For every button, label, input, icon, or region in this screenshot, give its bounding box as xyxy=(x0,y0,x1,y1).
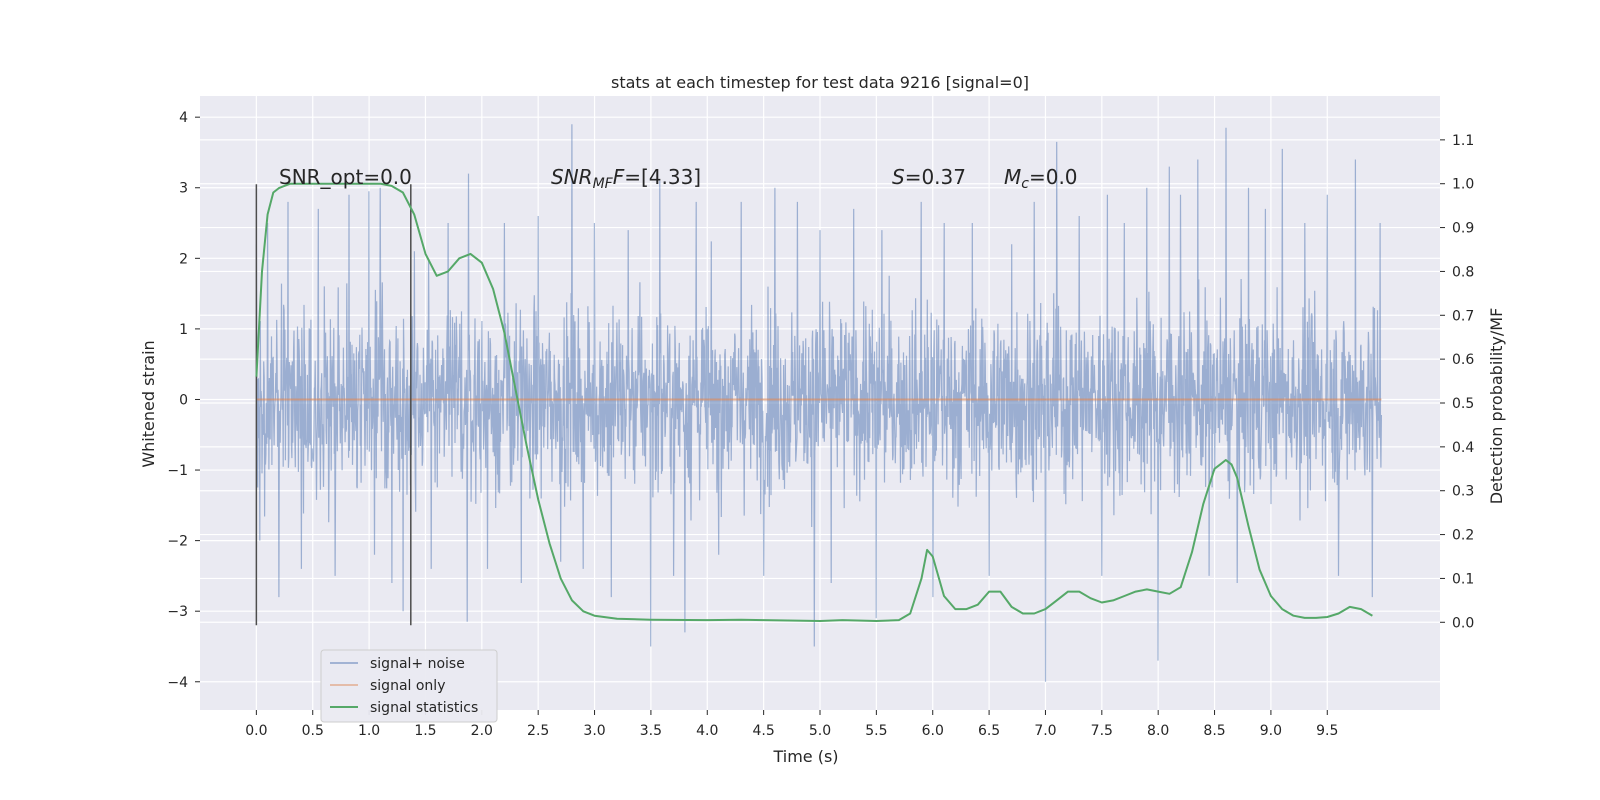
annotation-mc-main: M xyxy=(1004,165,1021,189)
y-tick-label-7: 3 xyxy=(179,181,188,197)
x-tick-label-19: 9.5 xyxy=(1316,723,1338,739)
series-signal-statistics xyxy=(255,182,1373,622)
y-tick-label-8: 4 xyxy=(179,110,188,126)
x-axis-label: Time (s) xyxy=(772,747,838,766)
x-tick-label-8: 4.0 xyxy=(696,723,718,739)
legend-label-signal: signal only xyxy=(370,678,445,694)
x-tick-label-3: 1.5 xyxy=(414,723,436,739)
x-tick-label-4: 2.0 xyxy=(471,723,493,739)
chart-title: stats at each timestep for test data 921… xyxy=(611,73,1029,92)
x-tick-label-5: 2.5 xyxy=(527,723,549,739)
y-right-tick-label-0: 0.0 xyxy=(1452,615,1474,631)
x-tick-label-15: 7.5 xyxy=(1091,723,1113,739)
x-tick-label-7: 3.5 xyxy=(640,723,662,739)
y-tick-label-6: 2 xyxy=(179,251,188,267)
x-tick-label-16: 8.0 xyxy=(1147,723,1169,739)
y-right-axis-label: Detection probability/MF xyxy=(1487,308,1506,505)
y-tick-label-4: 0 xyxy=(179,392,188,408)
y-right-tick-label-9: 0.9 xyxy=(1452,221,1474,237)
annotation-mc: Mc=0.0 xyxy=(1004,165,1078,192)
x-tick-label-12: 6.0 xyxy=(922,723,944,739)
legend-box xyxy=(320,649,498,723)
y-right-tick-label-3: 0.3 xyxy=(1452,484,1474,500)
y-tick-labels: −4 −3 −2 −1 0 1 2 3 4 xyxy=(167,110,200,691)
x-tick-label-13: 6.5 xyxy=(978,723,1000,739)
y-right-tick-label-5: 0.5 xyxy=(1452,396,1474,412)
y-right-tick-label-1: 0.1 xyxy=(1452,571,1474,587)
y-tick-label-1: −3 xyxy=(167,604,188,620)
annotation-snr-mf-sub: MF xyxy=(593,176,614,192)
x-tick-label-14: 7.0 xyxy=(1034,723,1056,739)
annotation-snr-mf-f: F xyxy=(613,165,625,189)
y-right-tick-label-8: 0.8 xyxy=(1452,264,1474,280)
legend-label-noise: signal+ noise xyxy=(370,656,465,672)
x-tick-label-2: 1.0 xyxy=(358,723,380,739)
y-tick-label-3: −1 xyxy=(167,463,188,479)
annotation-mc-rest: =0.0 xyxy=(1029,165,1078,189)
annotation-snr-opt: SNR_opt=0.0 xyxy=(279,165,412,189)
y-right-tick-label-10: 1.0 xyxy=(1452,177,1474,193)
stats-line xyxy=(255,182,1373,622)
annotation-s-rest: =0.37 xyxy=(905,165,966,189)
y-tick-label-0: −4 xyxy=(167,675,188,691)
x-tick-label-9: 4.5 xyxy=(753,723,775,739)
vlines xyxy=(255,184,412,626)
annotation-s: S=0.37 xyxy=(892,165,966,189)
annotation-mc-sub: c xyxy=(1021,176,1029,192)
x-tick-labels: 0.0 0.5 1.0 1.5 2.0 2.5 3.0 3.5 4.0 4.5 5.0 5.5 6.0 6… xyxy=(245,710,1338,739)
x-tick-label-18: 9.0 xyxy=(1260,723,1282,739)
x-tick-label-1: 0.5 xyxy=(302,723,324,739)
x-tick-label-0: 0.0 xyxy=(245,723,267,739)
y-axis-label: Whitened strain xyxy=(139,340,158,467)
y-tick-label-5: 1 xyxy=(179,322,188,338)
x-tick-label-6: 3.0 xyxy=(583,723,605,739)
series-signal-noise xyxy=(255,124,1382,682)
legend-label-stats: signal statistics xyxy=(370,700,478,716)
y-right-tick-label-7: 0.7 xyxy=(1452,308,1474,324)
y-right-tick-label-6: 0.6 xyxy=(1452,352,1474,368)
y-right-tick-labels: 0.0 0.1 0.2 0.3 0.4 0.5 0.6 0.7 0.8 0.9 1.0 1.1 xyxy=(1440,133,1474,631)
legend: signal+ noise signal only signal statist… xyxy=(320,649,498,723)
x-tick-label-11: 5.5 xyxy=(865,723,887,739)
x-tick-label-10: 5.0 xyxy=(809,723,831,739)
x-tick-label-17: 8.5 xyxy=(1203,723,1225,739)
annotation-snr-mf-main: SNR xyxy=(551,165,593,189)
annotation-snr-mf: SNRMFF=[4.33] xyxy=(551,165,701,192)
annotation-s-main: S xyxy=(892,165,905,189)
y-tick-label-2: −2 xyxy=(167,534,188,550)
noise-line xyxy=(255,124,1382,682)
y-right-tick-label-2: 0.2 xyxy=(1452,528,1474,544)
y-right-tick-label-4: 0.4 xyxy=(1452,440,1474,456)
y-right-tick-label-11: 1.1 xyxy=(1452,133,1474,149)
annotation-snr-mf-rest: =[4.33] xyxy=(624,165,701,189)
